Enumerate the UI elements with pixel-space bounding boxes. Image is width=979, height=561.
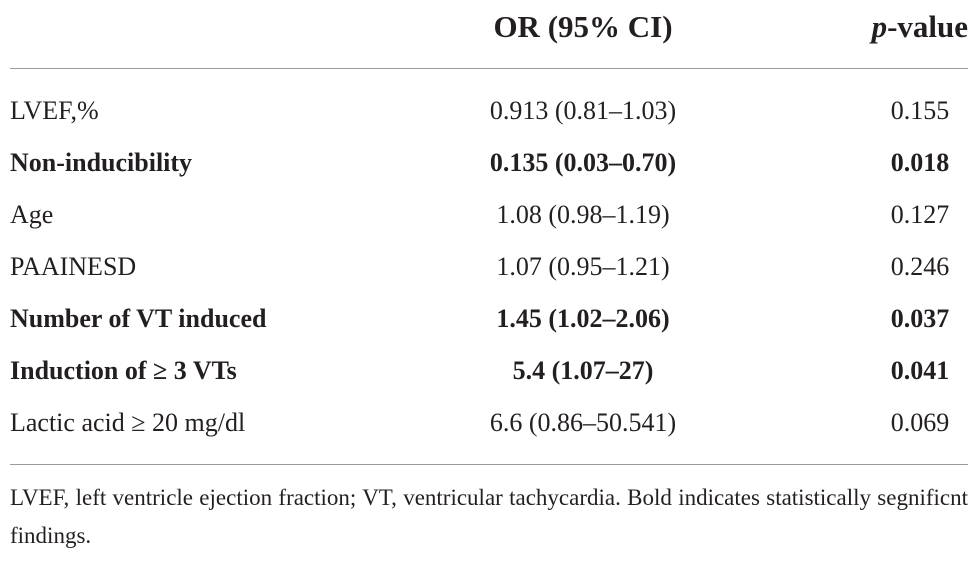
header-p-value: p-value xyxy=(872,8,968,46)
row-label: Lactic acid ≥ 20 mg/dl xyxy=(10,408,246,437)
row-p-value: 0.069 xyxy=(890,408,950,437)
row-label: Number of VT induced xyxy=(10,304,267,333)
table-header-row: OR (95% CI) p-value xyxy=(10,0,968,69)
row-or-ci: 5.4 (1.07–27) xyxy=(512,356,654,385)
row-label: Age xyxy=(10,200,54,229)
row-p-value: 0.037 xyxy=(890,304,950,333)
row-p-value: 0.018 xyxy=(890,148,950,177)
table-body: LVEF,% 0.913 (0.81–1.03) 0.155 Non-induc… xyxy=(10,69,968,465)
table-row: Age 1.08 (0.98–1.19) 0.127 xyxy=(10,190,968,242)
table-row: Lactic acid ≥ 20 mg/dl 6.6 (0.86–50.541)… xyxy=(10,398,968,450)
row-or-ci: 1.07 (0.95–1.21) xyxy=(496,252,670,281)
row-or-ci: 1.08 (0.98–1.19) xyxy=(496,200,670,229)
table-row: LVEF,% 0.913 (0.81–1.03) 0.155 xyxy=(10,86,968,138)
row-or-ci: 0.913 (0.81–1.03) xyxy=(489,96,677,125)
row-or-ci: 6.6 (0.86–50.541) xyxy=(489,408,677,437)
table-row: Induction of ≥ 3 VTs 5.4 (1.07–27) 0.041 xyxy=(10,346,968,398)
table-footnote: LVEF, left ventricle ejection fraction; … xyxy=(10,485,968,548)
row-label: Non-inducibility xyxy=(10,148,193,177)
row-or-ci: 1.45 (1.02–2.06) xyxy=(496,304,670,333)
table-row: Number of VT induced 1.45 (1.02–2.06) 0.… xyxy=(10,294,968,346)
header-or-ci: OR (95% CI) xyxy=(493,9,673,44)
row-label: PAAINESD xyxy=(10,252,137,281)
row-p-value: 0.246 xyxy=(890,252,950,281)
table-row: Non-inducibility 0.135 (0.03–0.70) 0.018 xyxy=(10,138,968,190)
header-p-italic: p xyxy=(871,9,888,44)
row-or-ci: 0.135 (0.03–0.70) xyxy=(489,148,677,177)
table-row: PAAINESD 1.07 (0.95–1.21) 0.246 xyxy=(10,242,968,294)
row-p-value: 0.155 xyxy=(890,96,950,125)
row-label: LVEF,% xyxy=(10,96,99,125)
results-table: OR (95% CI) p-value LVEF,% 0.913 (0.81–1… xyxy=(10,0,968,465)
row-p-value: 0.041 xyxy=(890,356,950,385)
header-p-rest: -value xyxy=(887,9,968,44)
row-label: Induction of ≥ 3 VTs xyxy=(10,356,237,385)
row-p-value: 0.127 xyxy=(890,200,950,229)
